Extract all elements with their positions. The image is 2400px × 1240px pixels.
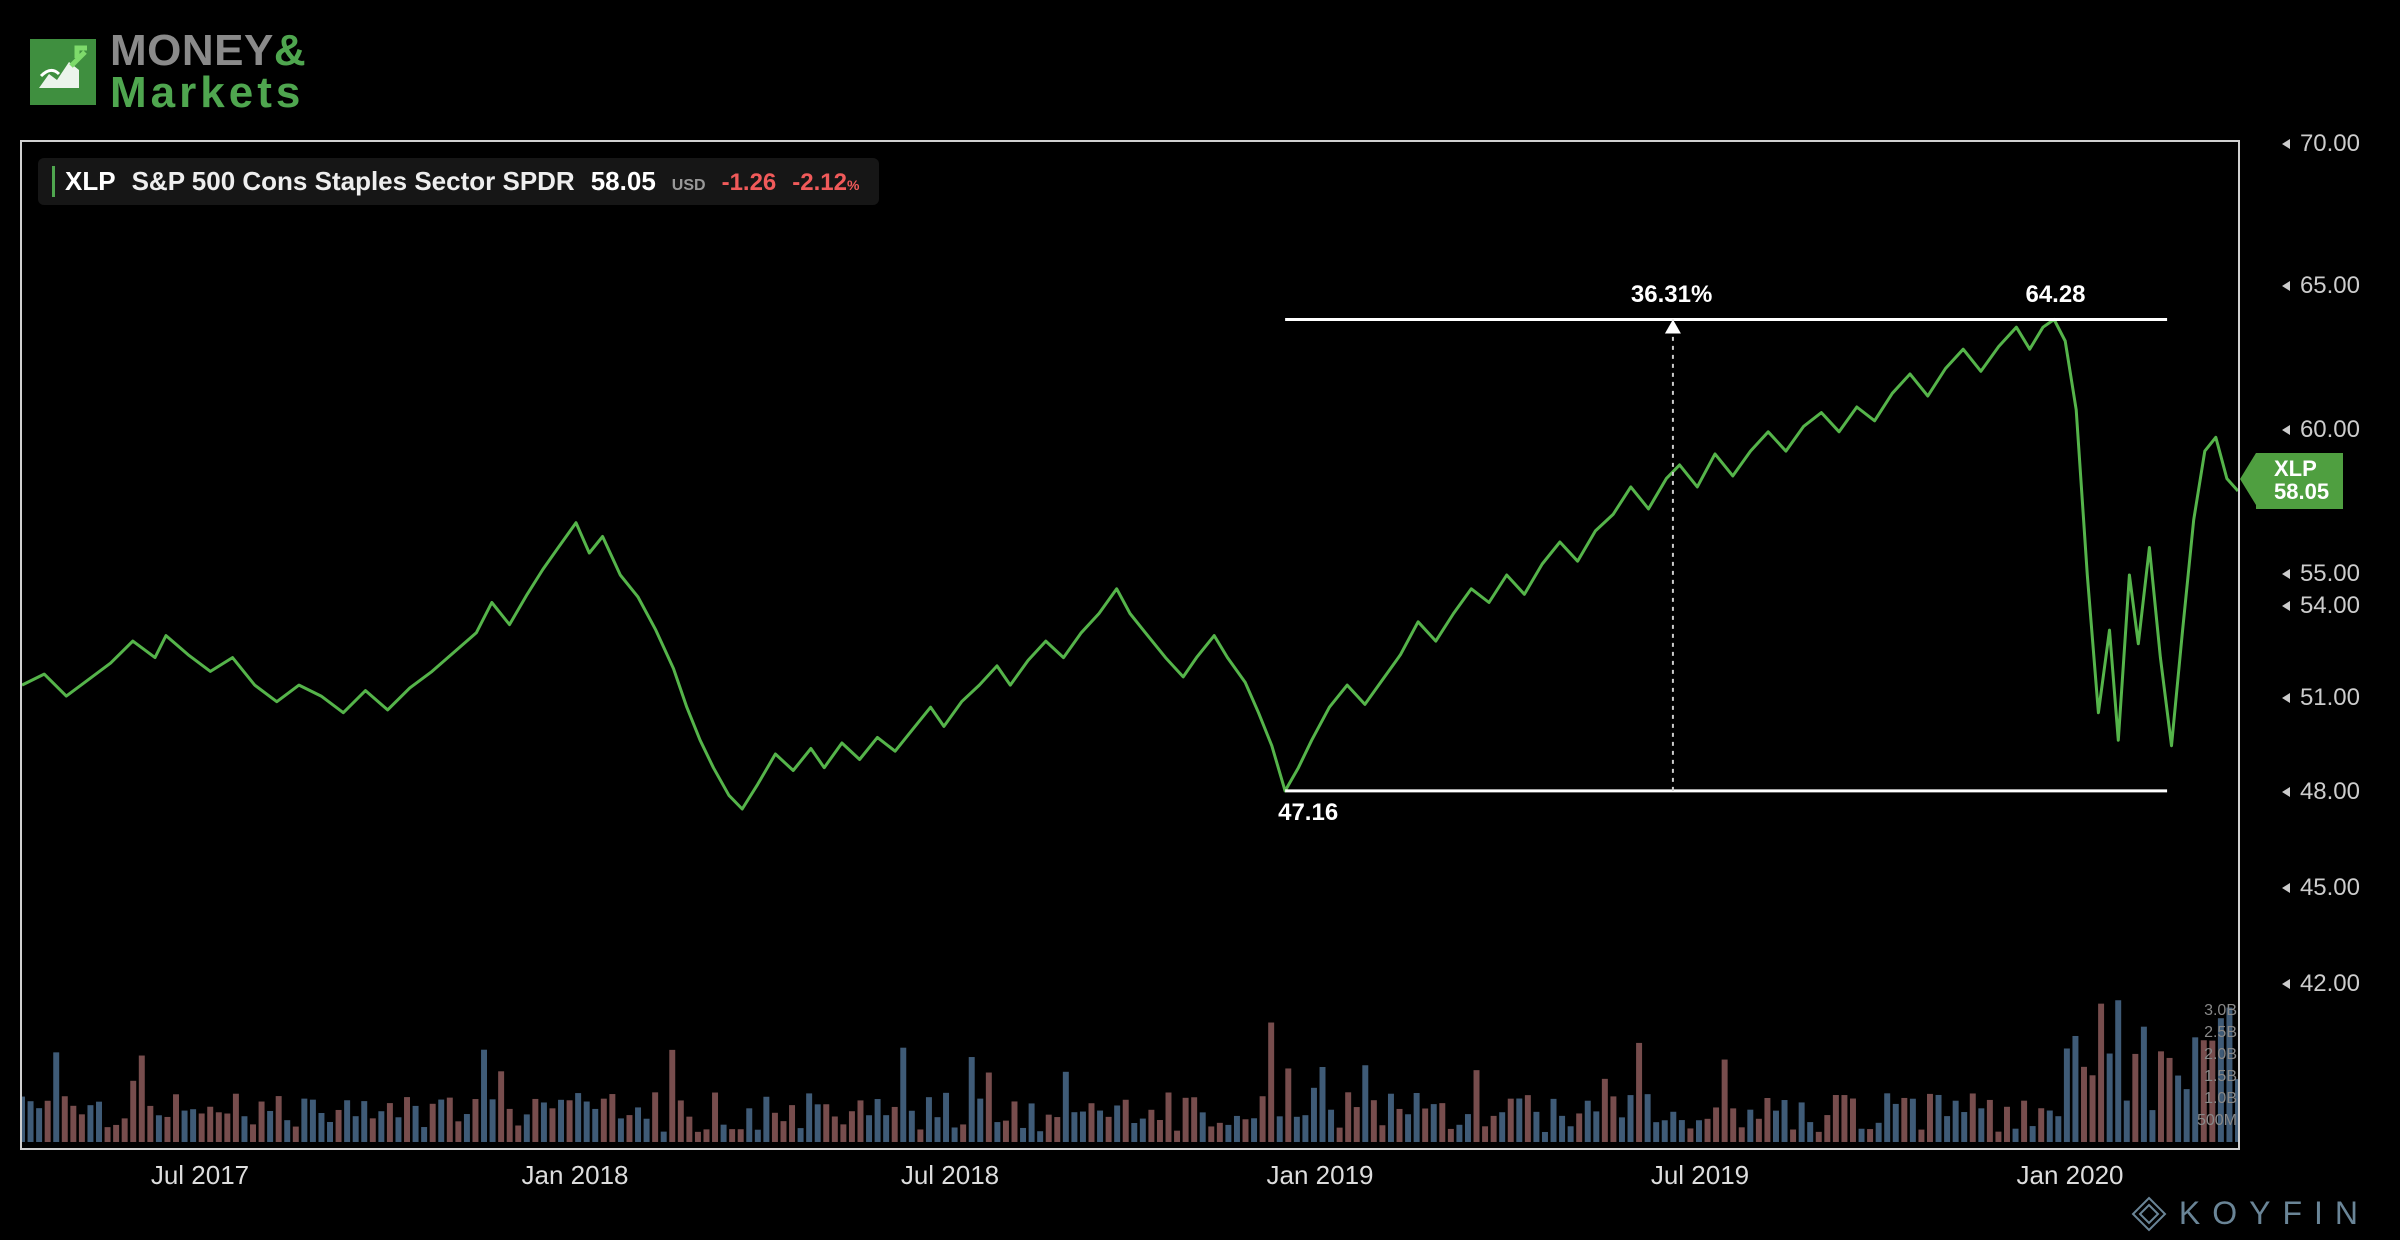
volume-axis-label: 3.0B	[2204, 1002, 2237, 1020]
x-axis-label: Jul 2017	[151, 1160, 249, 1191]
x-axis-label: Jan 2018	[522, 1160, 629, 1191]
price-axis: 70.00 65.00 60.00 55.00 54.00 51.00 48.00 45.00…	[2250, 130, 2360, 1190]
koyfin-icon	[2131, 1196, 2167, 1232]
y-axis-label: 55.00	[2300, 560, 2360, 588]
brand-icon	[30, 39, 96, 105]
y-axis-label: 42.00	[2300, 970, 2360, 998]
measure-arrowhead-icon	[1665, 319, 1681, 333]
y-axis-label: 45.00	[2300, 874, 2360, 902]
volume-axis-label: 2.5B	[2204, 1024, 2237, 1042]
x-axis-label: Jul 2019	[1651, 1160, 1749, 1191]
volume-axis-label: 1.0B	[2204, 1090, 2237, 1108]
y-axis-label: 65.00	[2300, 272, 2360, 300]
price-chart[interactable]	[22, 142, 2238, 1148]
y-axis-label: 48.00	[2300, 778, 2360, 806]
volume-axis: 3.0B2.5B2.0B1.5B1.0B500M	[2182, 1002, 2232, 1142]
y-axis-label: 51.00	[2300, 684, 2360, 712]
y-axis-label: 60.00	[2300, 416, 2360, 444]
chart-frame: XLP S&P 500 Cons Staples Sector SPDR 58.…	[20, 140, 2240, 1150]
koyfin-watermark: KOYFIN	[2131, 1195, 2370, 1232]
measure-low-label: 47.16	[1278, 799, 1338, 827]
volume-axis-label: 2.0B	[2204, 1046, 2237, 1064]
volume-axis-label: 1.5B	[2204, 1068, 2237, 1086]
time-axis: Jul 2017 Jan 2018 Jul 2018 Jan 2019 Jul 2019…	[20, 1160, 2240, 1200]
x-axis-label: Jan 2019	[1267, 1160, 1374, 1191]
y-axis-label: 70.00	[2300, 130, 2360, 158]
y-axis-label: 54.00	[2300, 592, 2360, 620]
brand-logo: MONEY& Markets	[30, 30, 306, 114]
price-flag-symbol: XLP	[2274, 457, 2329, 480]
measure-high-label: 64.28	[2025, 281, 2085, 309]
price-line	[22, 320, 2238, 810]
x-axis-label: Jan 2020	[2017, 1160, 2124, 1191]
measure-pct-label: 36.31%	[1631, 281, 1712, 309]
brand-bottom: Markets	[110, 72, 306, 114]
volume-bars	[22, 1000, 2238, 1142]
price-flag: XLP 58.05	[2256, 453, 2343, 509]
x-axis-label: Jul 2018	[901, 1160, 999, 1191]
price-flag-value: 58.05	[2274, 480, 2329, 503]
volume-axis-label: 500M	[2197, 1112, 2237, 1130]
koyfin-text: KOYFIN	[2179, 1195, 2370, 1232]
